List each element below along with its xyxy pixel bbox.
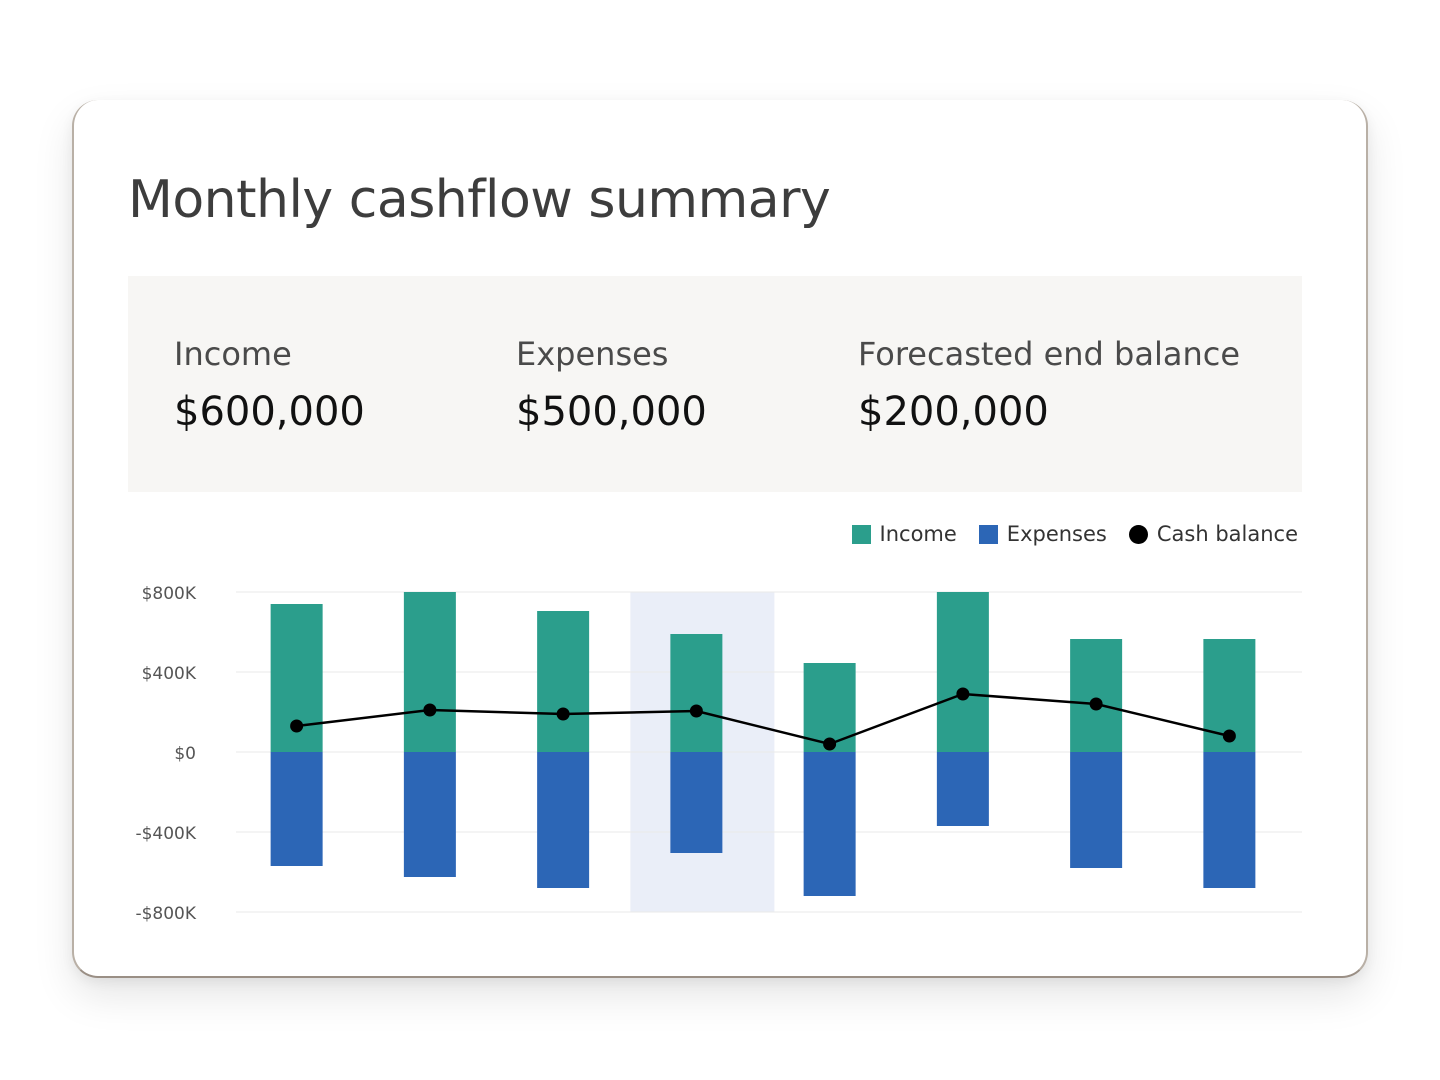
cash-balance-point (290, 719, 304, 733)
cash-balance-point (956, 687, 970, 701)
legend-income-label: Income (879, 522, 957, 546)
balance-label: Forecasted end balance (858, 335, 1241, 373)
expenses-bar (936, 752, 989, 826)
page-title: Monthly cashflow summary (128, 170, 831, 230)
expenses-swatch (978, 524, 998, 544)
income-label: Income (174, 335, 292, 373)
y-tick-label: -$800K (135, 904, 196, 924)
y-tick-label: $400K (142, 664, 197, 684)
income-bar (670, 634, 723, 752)
summary-panel: Income $600,000 Expenses $500,000 Foreca… (128, 276, 1302, 492)
legend-cash[interactable]: Cash balance (1128, 522, 1298, 546)
expenses-value: $500,000 (516, 389, 707, 435)
expenses-kpi: Expenses $500,000 (516, 338, 707, 432)
y-tick-label: -$400K (135, 824, 196, 844)
cash-balance-point (423, 703, 437, 717)
balance-value: $200,000 (858, 389, 1049, 435)
legend-expenses-label: Expenses (1006, 522, 1107, 546)
cashflow-chart: $800K $400K $0 -$400K -$800K (135, 584, 1302, 924)
cash-balance-point (1089, 697, 1103, 711)
expenses-bar (537, 752, 590, 888)
cash-balance-point (556, 707, 570, 721)
legend-cash-label: Cash balance (1156, 522, 1298, 546)
legend-income[interactable]: Income (851, 522, 957, 546)
income-kpi: Income $600,000 (174, 338, 365, 432)
expenses-label: Expenses (516, 335, 669, 373)
cash-balance-point (823, 737, 837, 751)
income-bar (1070, 639, 1123, 752)
balance-kpi: Forecasted end balance $200,000 (858, 338, 1240, 432)
income-bar (403, 592, 456, 752)
expenses-bar (803, 752, 856, 896)
chart-legend: Income Expenses Cash balance (851, 522, 1298, 546)
cash-balance-point (689, 704, 703, 718)
legend-expenses[interactable]: Expenses (978, 522, 1107, 546)
y-tick-label: $0 (174, 744, 196, 764)
expenses-bar (270, 752, 323, 866)
cash-swatch (1128, 524, 1148, 544)
income-value: $600,000 (174, 389, 365, 435)
expenses-bar (1203, 752, 1256, 888)
income-swatch (851, 524, 871, 544)
cash-balance-point (1222, 729, 1236, 743)
y-tick-label: $800K (142, 584, 197, 604)
income-bar (537, 611, 590, 752)
expenses-bar (403, 752, 456, 877)
expenses-bar (1070, 752, 1123, 868)
expenses-bar (670, 752, 723, 853)
cashflow-card: Monthly cashflow summary Income $600,000… (72, 100, 1368, 978)
income-bar (936, 592, 989, 752)
cash-balance-line (296, 692, 1230, 746)
